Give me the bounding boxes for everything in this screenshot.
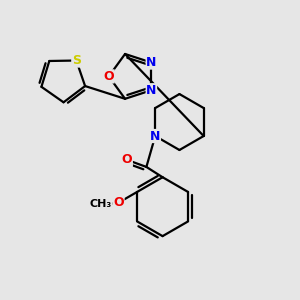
Text: O: O: [103, 70, 114, 83]
Text: N: N: [150, 130, 160, 142]
Text: S: S: [72, 54, 81, 67]
Text: N: N: [146, 56, 157, 69]
Text: O: O: [122, 153, 132, 167]
Text: O: O: [113, 196, 124, 209]
Text: CH₃: CH₃: [90, 199, 112, 209]
Text: N: N: [146, 84, 157, 97]
